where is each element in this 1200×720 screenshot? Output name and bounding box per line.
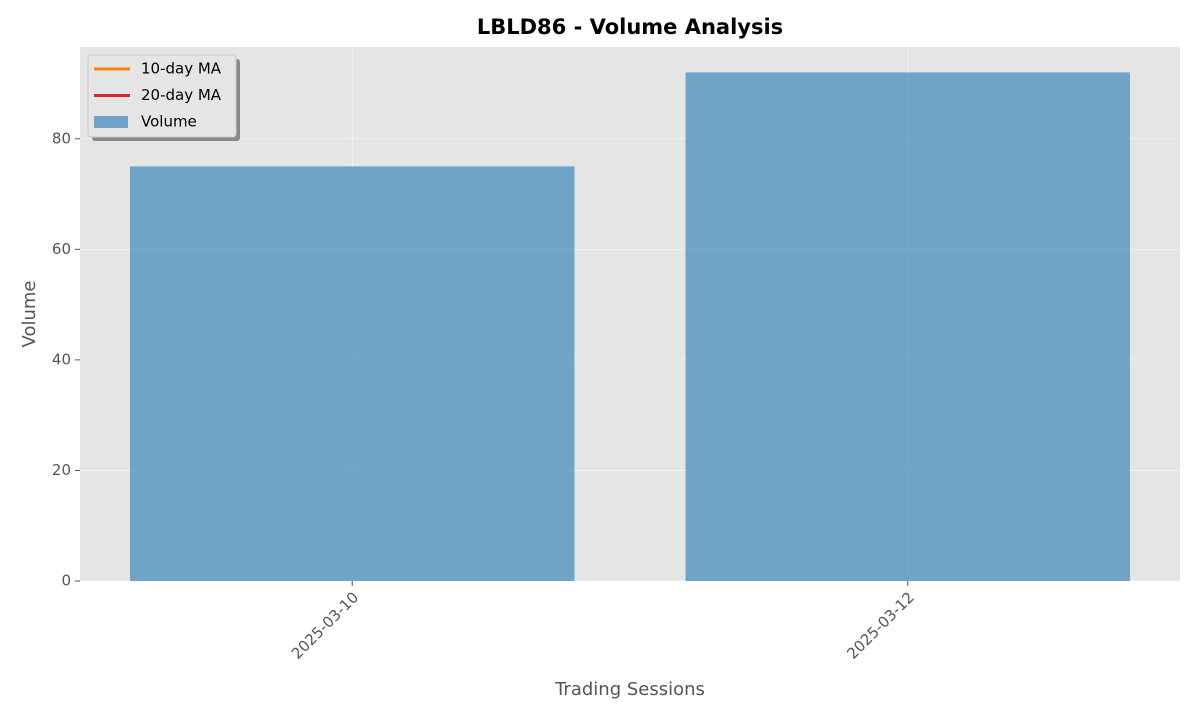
bar <box>685 72 1130 581</box>
x-tick-label: 2025-03-10 <box>288 588 362 662</box>
legend: 10-day MA 20-day MA Volume <box>87 54 240 141</box>
y-tick-label: 80 <box>52 129 71 147</box>
legend-label: Volume <box>141 113 197 131</box>
bar <box>130 166 575 581</box>
y-tick-label: 20 <box>52 461 71 479</box>
x-tick-label: 2025-03-12 <box>843 588 917 662</box>
y-axis-label: Volume <box>19 281 40 348</box>
y-tick-label: 40 <box>52 350 71 368</box>
legend-label: 20-day MA <box>141 86 222 104</box>
legend-swatch <box>94 116 128 128</box>
x-axis-label: Trading Sessions <box>554 679 705 700</box>
chart-title: LBLD86 - Volume Analysis <box>477 15 783 39</box>
legend-label: 10-day MA <box>141 60 222 78</box>
y-tick-label: 60 <box>52 240 71 258</box>
y-tick-label: 0 <box>61 572 71 590</box>
